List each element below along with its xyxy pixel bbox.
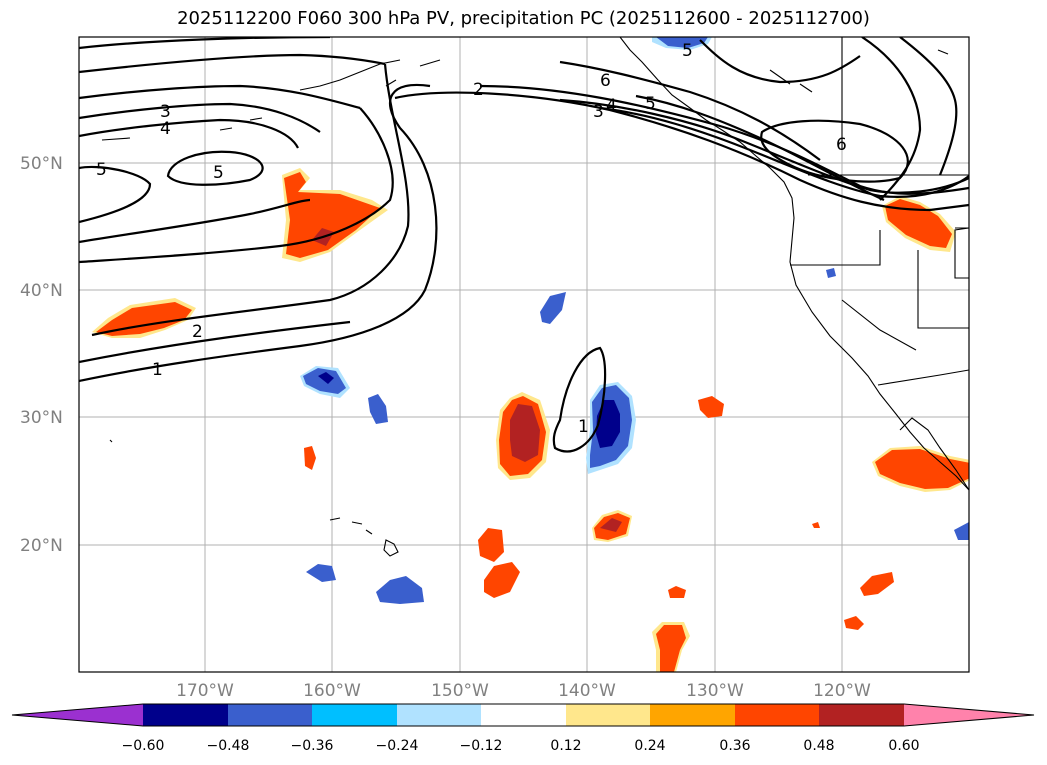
lon-label: 140°W <box>558 681 616 701</box>
longitude-labels: 170°W 160°W 150°W 140°W 130°W 120°W <box>176 681 871 701</box>
contour-label: 1 <box>152 360 163 380</box>
contour-label: 5 <box>645 94 656 114</box>
contour-label: 4 <box>606 96 617 116</box>
contour-label: 5 <box>213 163 224 183</box>
precip-positive-areas <box>92 168 969 672</box>
contour-label: 5 <box>682 41 693 61</box>
pv-contours <box>79 37 969 453</box>
colorbar-tick-label: 0.48 <box>803 738 834 754</box>
gridlines <box>79 37 969 672</box>
colorbar-tick-label: −0.12 <box>460 738 503 754</box>
coastlines <box>101 37 969 557</box>
map-title: 2025112200 F060 300 hPa PV, precipitatio… <box>177 8 870 29</box>
colorbar <box>11 703 1035 727</box>
contour-label: 4 <box>160 119 171 139</box>
lat-label: 40°N <box>20 281 63 301</box>
lat-label: 50°N <box>20 154 63 174</box>
colorbar-segment <box>397 704 481 726</box>
contour-label: 3 <box>593 102 604 122</box>
latitude-labels: 50°N 40°N 30°N 20°N <box>20 154 63 556</box>
colorbar-tick-label: −0.48 <box>207 738 250 754</box>
colorbar-segment <box>228 704 312 726</box>
colorbar-tick-label: −0.36 <box>291 738 334 754</box>
colorbar-segment <box>904 704 1034 726</box>
contour-label: 2 <box>192 322 203 342</box>
colorbar-ticks: −0.60 −0.48 −0.36 −0.24 −0.12 0.12 0.24 … <box>122 738 920 754</box>
map-frame <box>78 36 970 673</box>
lon-label: 150°W <box>431 681 489 701</box>
colorbar-tick-label: −0.60 <box>122 738 165 754</box>
lon-label: 160°W <box>303 681 361 701</box>
colorbar-tick-label: −0.24 <box>376 738 419 754</box>
colorbar-segment <box>819 704 904 726</box>
contour-label: 6 <box>836 135 847 155</box>
lat-label: 30°N <box>20 408 63 428</box>
colorbar-segment <box>312 704 397 726</box>
colorbar-tick-label: 0.60 <box>888 738 919 754</box>
lat-label: 20°N <box>20 536 63 556</box>
lon-label: 130°W <box>686 681 744 701</box>
colorbar-segment <box>735 704 819 726</box>
colorbar-segment <box>143 704 228 726</box>
lon-label: 170°W <box>176 681 234 701</box>
contour-label: 5 <box>96 160 107 180</box>
pv-contour-labels: 5 3 4 5 2 1 2 6 5 4 3 6 5 1 <box>96 41 847 437</box>
colorbar-tick-label: 0.24 <box>634 738 665 754</box>
colorbar-segment <box>566 704 650 726</box>
lon-label: 120°W <box>813 681 871 701</box>
contour-label: 3 <box>160 102 171 122</box>
contour-label: 6 <box>600 71 611 91</box>
colorbar-tick-label: 0.12 <box>550 738 581 754</box>
contour-label: 1 <box>578 417 589 437</box>
colorbar-segment <box>12 704 143 726</box>
colorbar-segment <box>481 704 566 726</box>
contour-label: 2 <box>473 80 484 100</box>
colorbar-tick-label: 0.36 <box>719 738 750 754</box>
colorbar-segment <box>650 704 735 726</box>
